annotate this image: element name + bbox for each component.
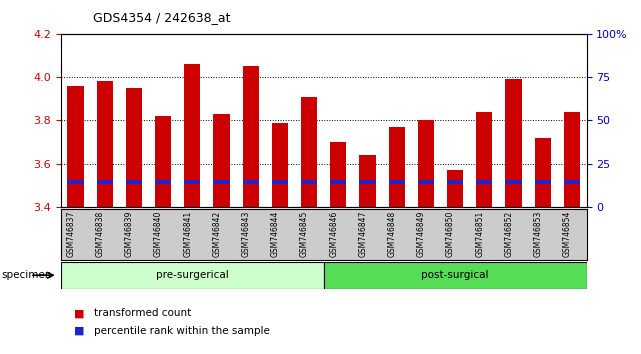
Bar (243, 66, 259, 207)
Text: pre-surgerical: pre-surgerical (156, 270, 229, 280)
Bar (418, 120, 434, 207)
Text: GSM746854: GSM746854 (563, 210, 572, 257)
Text: GSM746847: GSM746847 (358, 210, 367, 257)
Bar (388, 127, 404, 207)
Bar (67, 180, 83, 184)
Text: GSM746840: GSM746840 (154, 210, 163, 257)
Text: specimen: specimen (1, 270, 52, 280)
Text: GSM746839: GSM746839 (125, 210, 134, 257)
Bar (97, 81, 113, 207)
Text: GSM746842: GSM746842 (213, 210, 222, 257)
Text: transformed count: transformed count (94, 308, 192, 318)
Bar (67, 86, 83, 207)
Text: GSM746845: GSM746845 (300, 210, 309, 257)
Bar (535, 138, 551, 207)
Text: GSM746850: GSM746850 (446, 210, 455, 257)
Bar (506, 79, 522, 207)
Text: GSM746843: GSM746843 (242, 210, 251, 257)
Bar (564, 112, 580, 207)
Bar (213, 114, 229, 207)
Bar (360, 155, 376, 207)
Bar (184, 180, 201, 184)
Text: GSM746852: GSM746852 (504, 210, 513, 257)
Text: GSM746851: GSM746851 (476, 210, 485, 257)
Text: GSM746846: GSM746846 (329, 210, 338, 257)
Bar (97, 180, 113, 184)
Bar (213, 180, 229, 184)
Bar (126, 88, 142, 207)
Bar (564, 180, 580, 184)
Text: GSM746841: GSM746841 (183, 210, 192, 257)
Bar (126, 180, 142, 184)
Bar (155, 180, 171, 184)
Text: GSM746849: GSM746849 (417, 210, 426, 257)
Bar (388, 180, 404, 184)
Text: ■: ■ (74, 326, 84, 336)
Bar (447, 180, 463, 184)
Text: GSM746844: GSM746844 (271, 210, 280, 257)
Bar (301, 97, 317, 207)
Bar (330, 142, 346, 207)
Bar (272, 122, 288, 207)
Bar (184, 64, 201, 207)
Bar (418, 180, 434, 184)
Bar (476, 180, 492, 184)
Bar (301, 180, 317, 184)
Bar (476, 112, 492, 207)
Text: GSM746848: GSM746848 (388, 210, 397, 257)
Bar (447, 170, 463, 207)
Bar (506, 180, 522, 184)
Text: GSM746838: GSM746838 (96, 210, 104, 257)
Bar (155, 116, 171, 207)
Text: percentile rank within the sample: percentile rank within the sample (94, 326, 270, 336)
Bar (61, 262, 324, 289)
Bar (360, 180, 376, 184)
Text: post-surgical: post-surgical (421, 270, 489, 280)
Text: GSM746853: GSM746853 (534, 210, 543, 257)
Text: GDS4354 / 242638_at: GDS4354 / 242638_at (93, 11, 231, 24)
Bar (330, 180, 346, 184)
Text: GSM746837: GSM746837 (67, 210, 76, 257)
Bar (272, 180, 288, 184)
Text: ■: ■ (74, 308, 84, 318)
Bar (324, 262, 587, 289)
Bar (535, 180, 551, 184)
Bar (243, 180, 259, 184)
